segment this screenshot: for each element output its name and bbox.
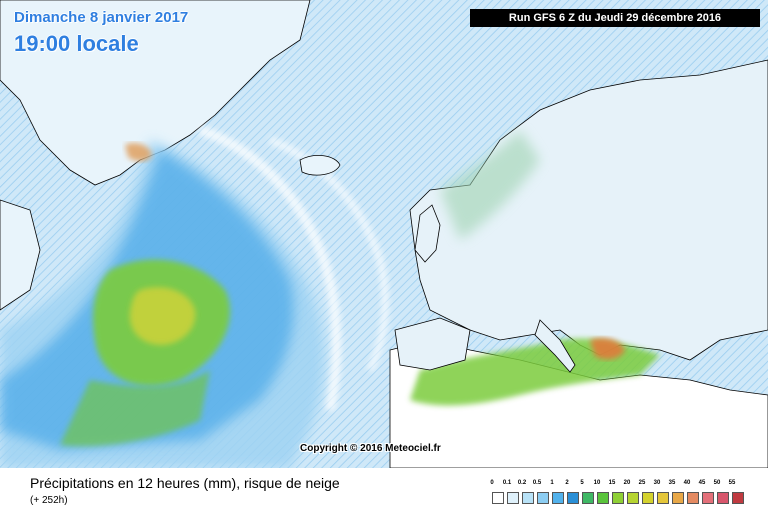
legend-swatch <box>672 492 684 504</box>
precip-tail <box>60 370 210 447</box>
legend-tick-label: 0 <box>490 480 494 486</box>
legend-swatch <box>687 492 699 504</box>
precip-greenland-spot <box>125 143 152 162</box>
legend-tick-label: 1 <box>550 480 554 486</box>
legend-swatch <box>507 492 519 504</box>
footer-panel: Précipitations en 12 heures (mm), risque… <box>0 468 768 512</box>
coastline-iberia <box>394 317 471 371</box>
legend-tick-label: 40 <box>683 480 691 486</box>
legend-swatch <box>537 492 549 504</box>
clear-streak <box>198 125 342 411</box>
coastline-uk <box>414 204 441 263</box>
copyright-label: Copyright © 2016 Meteociel.fr <box>300 443 441 454</box>
legend-swatch <box>732 492 744 504</box>
legend-tick-label: 50 <box>713 480 721 486</box>
precip-norway-band <box>440 130 540 240</box>
legend-tick-label: 2 <box>565 480 569 486</box>
legend-tick-label: 55 <box>728 480 736 486</box>
legend-tick-label: 35 <box>668 480 676 486</box>
legend-tick-label: 45 <box>698 480 706 486</box>
precip-balkans-core <box>590 338 625 360</box>
legend-swatch <box>552 492 564 504</box>
legend-tick-label: 20 <box>623 480 631 486</box>
legend-tick-label: 0.5 <box>532 480 542 486</box>
legend-tick-label: 30 <box>653 480 661 486</box>
legend-swatch <box>627 492 639 504</box>
legend-tick-label: 25 <box>638 480 646 486</box>
forecast-time: 19:00 locale <box>14 31 139 56</box>
legend-swatch <box>612 492 624 504</box>
legend-color-scale <box>492 492 744 504</box>
legend-swatch <box>642 492 654 504</box>
coastline-iceland <box>299 155 341 176</box>
legend-swatch <box>597 492 609 504</box>
legend-swatch <box>657 492 669 504</box>
legend-swatch <box>582 492 594 504</box>
land-europe <box>409 59 768 361</box>
legend-swatch <box>702 492 714 504</box>
legend-tick-label: 0.2 <box>517 480 527 486</box>
legend-tick-label: 10 <box>593 480 601 486</box>
map-title: Précipitations en 12 heures (mm), risque… <box>30 475 340 491</box>
precip-low-inner <box>129 287 196 345</box>
legend-tick-label: 15 <box>608 480 616 486</box>
forecast-date: Dimanche 8 janvier 2017 <box>14 9 189 26</box>
legend-swatch <box>522 492 534 504</box>
legend-swatch <box>717 492 729 504</box>
coastline-italy <box>534 319 576 373</box>
legend-ticks: 0 0.1 0.2 0.5 1 2 5 10 15 20 25 30 35 40 45 50 55 <box>489 480 759 490</box>
land-north-america <box>0 199 41 311</box>
run-info-box: Run GFS 6 Z du Jeudi 29 décembre 2016 <box>470 9 760 27</box>
legend-swatch <box>492 492 504 504</box>
legend-tick-label: 5 <box>580 480 584 486</box>
map-canvas <box>0 0 768 468</box>
legend-swatch <box>567 492 579 504</box>
legend-tick-label: 0.1 <box>502 480 512 486</box>
precipitation-map: Dimanche 8 janvier 2017 19:00 locale Run… <box>0 0 768 468</box>
forecast-offset: (+ 252h) <box>30 495 68 506</box>
